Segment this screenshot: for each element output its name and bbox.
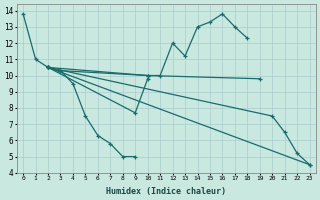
X-axis label: Humidex (Indice chaleur): Humidex (Indice chaleur) [106, 187, 226, 196]
